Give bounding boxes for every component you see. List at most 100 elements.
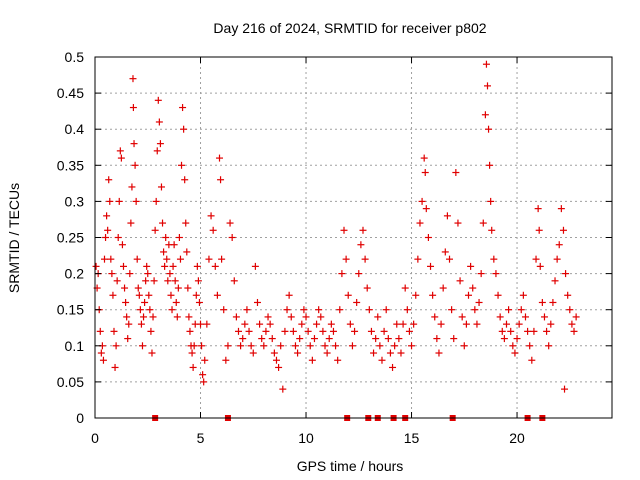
data-point: [256, 320, 264, 328]
data-point: [496, 313, 504, 321]
data-point: [361, 255, 369, 263]
data-point: [540, 313, 548, 321]
data-point: [509, 342, 517, 350]
data-point: [162, 234, 170, 241]
data-point: [203, 320, 211, 328]
data-point: [296, 335, 304, 343]
data-point: [403, 306, 411, 314]
data-point: [153, 147, 161, 155]
data-point: [553, 255, 561, 263]
data-point: [114, 234, 122, 241]
data-point: [237, 342, 245, 350]
y-tick-label: 0.4: [65, 121, 85, 137]
data-point: [175, 234, 183, 241]
data-point: [528, 356, 536, 364]
data-point: [441, 248, 449, 256]
data-point: [178, 161, 186, 169]
data-point: [570, 327, 578, 335]
data-point: [201, 356, 209, 364]
data-point: [346, 320, 354, 328]
data-point: [160, 248, 168, 256]
data-point: [234, 327, 242, 335]
data-point: [534, 205, 542, 213]
data-point: [137, 320, 145, 328]
data-point: [397, 349, 405, 357]
data-point: [378, 356, 386, 364]
data-point: [226, 219, 234, 227]
data-point: [253, 298, 261, 306]
data-point: [342, 255, 350, 263]
data-point: [498, 327, 506, 335]
data-point: [405, 327, 413, 335]
data-point: [389, 363, 397, 371]
data-point: [327, 320, 335, 328]
data-point: [566, 306, 574, 314]
data-point: [239, 335, 247, 343]
data-point: [547, 320, 555, 328]
data-point: [216, 154, 224, 162]
data-point: [562, 270, 570, 278]
data-point: [183, 248, 191, 256]
data-point: [469, 284, 477, 292]
data-point: [308, 356, 316, 364]
data-points: [92, 60, 580, 393]
x-axis-label: GPS time / hours: [297, 458, 404, 474]
data-point: [245, 327, 253, 335]
data-point: [535, 226, 543, 234]
data-point: [481, 111, 489, 119]
data-point: [465, 291, 473, 299]
data-point: [217, 176, 225, 184]
data-point: [169, 262, 177, 270]
data-point: [414, 255, 422, 263]
data-point: [268, 335, 276, 343]
data-point: [530, 327, 538, 335]
data-point: [526, 342, 534, 350]
y-tick-label: 0.05: [57, 374, 84, 390]
data-point: [192, 291, 200, 299]
axes: 0 0.05 0.1 0.15 0.2 0.25 0.3 0.35 0.4 0.45 0.5 0 5 10…: [57, 49, 612, 446]
data-point: [144, 270, 152, 278]
data-point: [249, 349, 257, 357]
data-point: [143, 262, 151, 270]
data-point: [458, 313, 466, 321]
data-point: [181, 176, 189, 184]
data-point: [92, 262, 100, 270]
data-point: [123, 313, 131, 321]
data-point: [456, 277, 464, 285]
data-point: [325, 335, 333, 343]
data-point: [110, 327, 118, 335]
data-point: [184, 284, 192, 292]
x-tick-label: 5: [197, 430, 205, 446]
data-point: [372, 335, 380, 343]
data-point: [450, 335, 458, 343]
data-point: [103, 212, 111, 220]
data-point: [287, 313, 295, 321]
data-point: [500, 335, 508, 343]
data-point: [224, 342, 232, 350]
data-point: [230, 277, 238, 285]
data-point: [112, 342, 120, 350]
y-tick-label: 0.1: [65, 338, 85, 354]
data-point: [193, 262, 201, 270]
data-point: [188, 349, 196, 357]
data-point: [168, 306, 176, 314]
data-point: [431, 313, 439, 321]
data-point: [340, 226, 348, 234]
data-point: [572, 313, 580, 321]
data-point: [170, 241, 178, 249]
data-point: [133, 255, 141, 263]
data-point: [155, 118, 163, 126]
data-point: [386, 349, 394, 357]
data-point: [545, 342, 553, 350]
data-point: [319, 327, 327, 335]
data-point: [197, 320, 205, 328]
data-point: [264, 313, 272, 321]
data-point: [228, 234, 236, 241]
data-point: [494, 291, 502, 299]
data-point: [275, 363, 283, 371]
data-point: [149, 313, 157, 321]
data-point: [344, 291, 352, 299]
data-point: [232, 313, 240, 321]
data-point: [380, 327, 388, 335]
data-point: [321, 342, 329, 350]
